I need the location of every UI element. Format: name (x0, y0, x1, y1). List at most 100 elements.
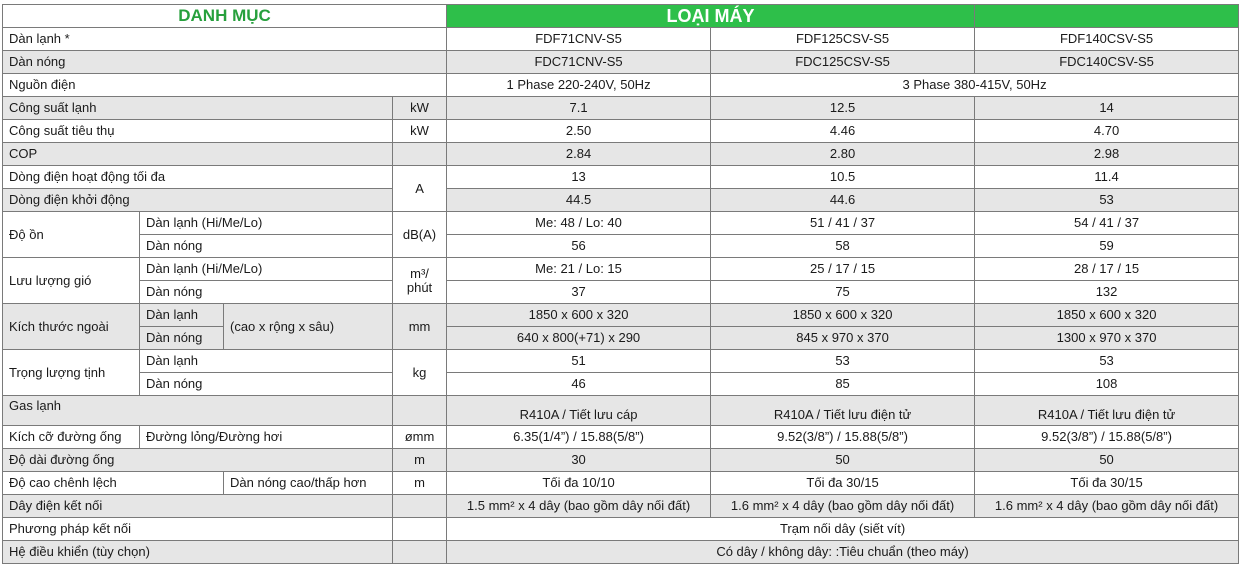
unit-cell: m³/ phút (391, 257, 448, 304)
row-sub-label: Dàn lạnh (Hi/Me/Lo) (139, 211, 393, 235)
unit-cell: kW (391, 119, 448, 143)
row-noise-indoor: Độ ồn Dàn lạnh (Hi/Me/Lo) dB(A) Me: 48 /… (2, 211, 1240, 258)
cell-model-2: 85 (710, 372, 976, 396)
cell-model-1: 30 (446, 448, 712, 472)
row-sub-label: Dàn lạnh (139, 349, 393, 373)
row-cop: COP 2.84 2.80 2.98 (2, 142, 1240, 166)
unit-line-1: m³/ (410, 265, 429, 281)
row-power-consumption: Công suất tiêu thụ kW 2.50 4.46 4.70 (2, 119, 1240, 143)
cell-model-3: 1850 x 600 x 320 (974, 303, 1240, 327)
header-row: DANH MỤC LOẠI MÁY (1, 4, 1240, 28)
spec-table-wrapper: DANH MỤC LOẠI MÁY Dàn lạnh * FDF71CNV-S5… (1, 4, 1240, 564)
row-label: Kích cỡ đường ống (2, 425, 140, 449)
cell-model-3: FDF140CSV-S5 (974, 27, 1240, 51)
unit-cell: A (391, 165, 448, 212)
row-group-label: Lưu lượng gió (2, 257, 140, 304)
cell-model-1: 2.84 (446, 142, 712, 166)
header-model-type: LOẠI MÁY (446, 4, 976, 28)
cell-model-3: 2.98 (974, 142, 1240, 166)
row-group-label: Trọng lượng tịnh (2, 349, 140, 396)
cell-model-2: 9.52(3/8”) / 15.88(5/8”) (710, 425, 976, 449)
cell-model-3: 132 (974, 280, 1240, 304)
cell-model-3: 53 (974, 188, 1240, 212)
row-label: Dàn nóng (1, 50, 448, 74)
row-weight-outdoor: Dàn nóng 46 85 108 (3, 372, 1240, 396)
row-outdoor-unit: Dàn nóng FDC71CNV-S5 FDC125CSV-S5 FDC140… (1, 50, 1240, 74)
row-height-difference: Độ cao chênh lệch Dàn nóng cao/thấp hơn … (2, 471, 1240, 495)
header-category: DANH MỤC (1, 4, 448, 28)
cell-model-3: 53 (974, 349, 1240, 373)
row-label: Công suất tiêu thụ (2, 119, 393, 143)
row-label: Dàn lạnh * (1, 27, 448, 51)
cell-model-1: Me: 21 / Lo: 15 (446, 257, 712, 281)
unit-line-2: phút (406, 279, 433, 295)
row-group-label: Độ ồn (2, 211, 140, 258)
cell-model-3: 11.4 (974, 165, 1240, 189)
row-sub-label: Dàn nóng (139, 234, 393, 258)
cell-model-3: 28 / 17 / 15 (974, 257, 1240, 281)
row-label: Công suất lạnh (2, 96, 393, 120)
cell-model-2: Tối đa 30/15 (710, 471, 976, 495)
cell-model-1: 2.50 (446, 119, 712, 143)
spec-table: DANH MỤC LOẠI MÁY Dàn lạnh * FDF71CNV-S5… (1, 4, 1240, 564)
row-control-system: Hệ điều khiển (tùy chọn) Có dây / không … (2, 540, 1240, 564)
row-airflow-outdoor: Dàn nóng 37 75 132 (3, 280, 1240, 304)
cell-model-1: 6.35(1/4”) / 15.88(5/8”) (446, 425, 712, 449)
row-weight-indoor: Trọng lượng tịnh Dàn lạnh kg 51 53 53 (2, 349, 1240, 396)
cell-model-1: FDC71CNV-S5 (446, 50, 712, 74)
cell-model-1: 1 Phase 220-240V, 50Hz (446, 73, 712, 97)
row-max-current: Dòng điện hoạt động tối đa A 13 10.5 11.… (2, 165, 1240, 212)
unit-cell: dB(A) (391, 211, 448, 258)
cell-model-2: 50 (710, 448, 976, 472)
row-connection-method: Phương pháp kết nối Trạm nối dây (siết v… (2, 517, 1240, 541)
cell-model-2: 2.80 (710, 142, 976, 166)
row-pipe-size: Kích cỡ đường ống Đường lỏng/Đường hơi ø… (2, 425, 1240, 449)
unit-cell (391, 540, 448, 564)
unit-cell: m (391, 471, 448, 495)
cell-model-1: 640 x 800(+71) x 290 (446, 326, 712, 350)
cell-model-1: 46 (446, 372, 712, 396)
cell-model-3: Tối đa 30/15 (974, 471, 1240, 495)
cell-all-models: Trạm nối dây (siết vít) (446, 517, 1240, 541)
unit-cell: ømm (391, 425, 448, 449)
row-sub-label: Dàn nóng cao/thấp hơn (223, 471, 393, 495)
cell-model-1: 7.1 (446, 96, 712, 120)
cell-model-3: 54 / 41 / 37 (974, 211, 1240, 235)
row-label: Độ dài đường ống (2, 448, 393, 472)
row-pipe-length: Độ dài đường ống m 30 50 50 (2, 448, 1240, 472)
cell-model-3: 59 (974, 234, 1240, 258)
unit-cell (391, 395, 448, 426)
cell-model-2: R410A / Tiết lưu điện tử (710, 395, 976, 426)
cell-all-models: Có dây / không dây: :Tiêu chuẩn (theo má… (446, 540, 1240, 564)
cell-model-3: 108 (974, 372, 1240, 396)
cell-model-1: R410A / Tiết lưu cáp (446, 395, 712, 426)
row-airflow-indoor: Lưu lượng gió Dàn lạnh (Hi/Me/Lo) m³/ ph… (2, 257, 1240, 304)
row-label: Độ cao chênh lệch (2, 471, 224, 495)
cell-model-2: 53 (710, 349, 976, 373)
row-label: Gas lạnh (2, 395, 393, 426)
row-label: Dòng điện khởi động (2, 188, 393, 212)
row-label: Nguồn điện (1, 73, 448, 97)
unit-cell: kg (391, 349, 448, 396)
cell-model-3: 50 (974, 448, 1240, 472)
cell-model-1: Tối đa 10/10 (446, 471, 712, 495)
unit-cell: mm (391, 303, 448, 350)
row-indoor-unit: Dàn lạnh * FDF71CNV-S5 FDF125CSV-S5 FDF1… (1, 27, 1240, 51)
cell-model-2: 25 / 17 / 15 (710, 257, 976, 281)
cell-model-1: 1850 x 600 x 320 (446, 303, 712, 327)
row-dimensions-outdoor: Dàn nóng 640 x 800(+71) x 290 845 x 970 … (3, 326, 1240, 350)
cell-model-2-3: 3 Phase 380-415V, 50Hz (710, 73, 1240, 97)
cell-model-3: 4.70 (974, 119, 1240, 143)
cell-model-2: 1850 x 600 x 320 (710, 303, 976, 327)
cell-model-1: 37 (446, 280, 712, 304)
unit-cell (391, 494, 448, 518)
row-cooling-capacity: Công suất lạnh kW 7.1 12.5 14 (2, 96, 1240, 120)
row-start-current: Dòng điện khởi động 44.5 44.6 53 (2, 188, 1240, 212)
cell-model-1: 44.5 (446, 188, 712, 212)
row-group-label: Kích thước ngoài (2, 303, 140, 350)
row-label: Phương pháp kết nối (2, 517, 393, 541)
cell-model-1: 56 (446, 234, 712, 258)
cell-model-1: FDF71CNV-S5 (446, 27, 712, 51)
row-dimensions-indoor: Kích thước ngoài Dàn lạnh (cao x rộng x … (2, 303, 1240, 350)
row-power-supply: Nguồn điện 1 Phase 220-240V, 50Hz 3 Phas… (1, 73, 1240, 97)
